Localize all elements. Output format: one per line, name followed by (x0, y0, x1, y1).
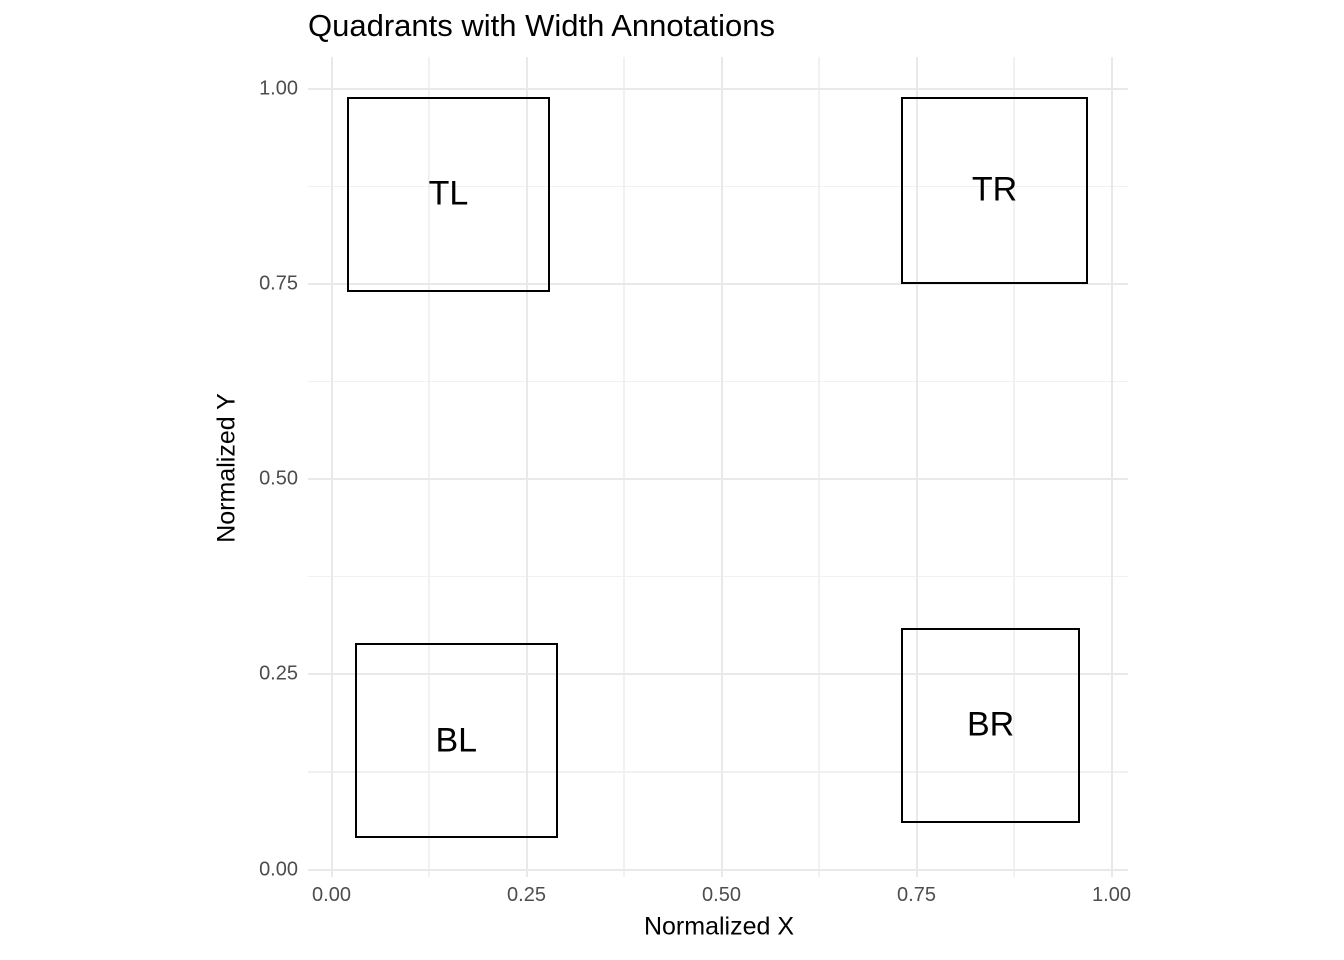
x-minor-gridline (818, 57, 820, 877)
quadrant-label-tr: TR (971, 170, 1018, 209)
plot-panel: TL TR BL BR (308, 57, 1128, 877)
x-major-gridline (1110, 57, 1113, 877)
y-minor-gridline (308, 576, 1128, 578)
y-tick-label: 0.75 (259, 272, 298, 295)
x-tick-label: 0.50 (702, 884, 741, 906)
quadrant-label-tl: TL (428, 174, 469, 213)
x-major-gridline (720, 57, 723, 877)
y-minor-gridline (308, 185, 1128, 188)
x-major-gridline (525, 57, 528, 877)
x-major-gridline (915, 57, 918, 877)
x-minor-gridline (623, 57, 625, 877)
x-axis-title: Normalized X (643, 912, 795, 941)
quadrant-label-br: BR (966, 705, 1015, 744)
y-tick-label: 0.50 (259, 467, 298, 490)
y-major-gridline (308, 88, 1128, 90)
y-minor-gridline (308, 771, 1128, 773)
y-tick-label: 0.00 (259, 858, 298, 880)
y-minor-gridline (308, 381, 1128, 383)
y-tick-label: 1.00 (259, 77, 298, 100)
y-major-gridline (308, 673, 1128, 676)
y-major-gridline (308, 478, 1128, 481)
chart-title: Quadrants with Width Annotations (308, 8, 775, 43)
y-major-gridline (308, 868, 1128, 871)
y-major-gridline (308, 283, 1128, 286)
x-tick-label: 0.00 (312, 884, 351, 906)
x-minor-gridline (428, 57, 430, 877)
x-tick-label: 1.00 (1092, 884, 1131, 906)
quadrant-label-bl: BL (435, 721, 478, 760)
quadrant-rect-br (900, 627, 1081, 823)
quadrant-rect-tl (347, 96, 550, 292)
x-minor-gridline (1013, 57, 1015, 877)
x-tick-label: 0.25 (507, 884, 546, 906)
y-tick-label: 0.25 (259, 662, 298, 685)
x-major-gridline (330, 57, 333, 877)
x-tick-label: 0.75 (897, 884, 936, 906)
quadrant-rect-tr (900, 96, 1089, 285)
quadrant-rect-bl (354, 643, 558, 839)
